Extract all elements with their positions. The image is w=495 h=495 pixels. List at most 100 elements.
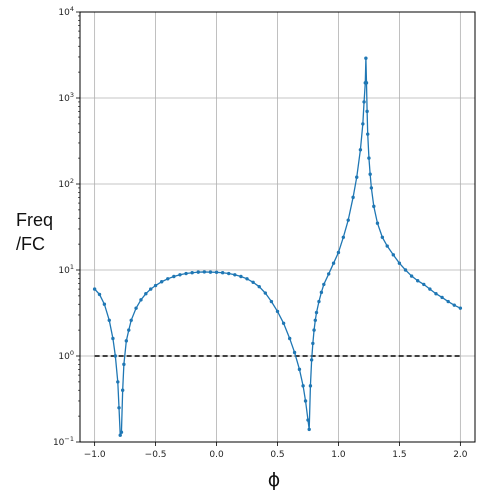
data-point [92, 287, 97, 291]
data-point [341, 235, 346, 240]
y-axis-label-line-2: /FC [16, 234, 45, 254]
data-point [380, 235, 385, 240]
y-tick-label: 103 [58, 91, 74, 104]
data-point [331, 261, 336, 265]
data-point [369, 186, 374, 190]
data-point [319, 290, 324, 295]
data-point [301, 384, 305, 388]
data-point [336, 250, 341, 255]
data-point [102, 302, 107, 306]
data-point [327, 272, 331, 276]
x-tick-label: 1.5 [392, 450, 406, 460]
data-point [208, 270, 213, 274]
y-tick-label-base: 10 [58, 8, 70, 18]
data-point [391, 253, 396, 257]
data-point [311, 341, 315, 346]
data-point [308, 384, 313, 388]
data-point [314, 310, 319, 315]
y-tick-label: 10−1 [53, 435, 74, 448]
data-point [269, 299, 274, 304]
data-point [227, 271, 231, 276]
data-point [317, 299, 321, 304]
data-point [416, 279, 420, 283]
x-tick-label: 0.0 [209, 450, 224, 460]
y-tick-label-base: 10 [58, 352, 70, 362]
data-point [97, 292, 102, 297]
data-point [303, 399, 308, 403]
data-point [251, 280, 255, 284]
series-group [92, 56, 463, 437]
data-point [127, 328, 131, 332]
data-point [355, 175, 359, 179]
data-point [362, 100, 366, 104]
data-point [312, 328, 316, 332]
data-point [366, 132, 370, 136]
data-point [116, 380, 120, 384]
data-point [422, 282, 426, 287]
y-tick-label-exponent: −1 [64, 435, 74, 443]
data-point [322, 282, 326, 287]
data-point [178, 273, 182, 277]
data-point [202, 270, 207, 274]
data-point [118, 433, 122, 437]
y-axis-label-line-1: Freq [16, 210, 53, 230]
y-tick-label: 102 [58, 177, 74, 190]
y-tick-label-base: 10 [53, 438, 65, 448]
ticks [76, 11, 461, 446]
data-point [351, 195, 355, 200]
data-point [364, 56, 368, 60]
data-point [196, 270, 200, 274]
data-point [440, 295, 444, 300]
data-point [397, 261, 402, 265]
data-point [144, 292, 148, 296]
data-point [346, 218, 350, 222]
data-point [409, 274, 414, 278]
data-point [367, 156, 371, 160]
data-point [452, 303, 456, 307]
data-point [111, 336, 115, 341]
data-point [129, 318, 133, 323]
data-point [375, 221, 380, 225]
y-tick-label-base: 10 [58, 180, 70, 190]
data-point [306, 418, 310, 422]
data-point [117, 406, 121, 410]
data-point [159, 280, 164, 284]
y-tick-label-base: 10 [58, 266, 70, 276]
data-point [263, 291, 268, 295]
data-point [184, 271, 188, 276]
x-tick-label: −0.5 [145, 450, 167, 460]
data-point [122, 362, 126, 367]
y-tick-label: 101 [58, 263, 74, 276]
data-point [364, 81, 369, 85]
y-tick-label-exponent: 4 [70, 5, 74, 13]
data-point [119, 430, 124, 434]
data-point [245, 277, 249, 281]
data-point [124, 339, 129, 343]
y-tick-label-exponent: 1 [70, 263, 74, 271]
data-point [365, 109, 369, 114]
y-tick-label: 100 [58, 349, 74, 362]
x-tick-label: 2.0 [453, 450, 468, 460]
data-point [120, 388, 125, 392]
data-point [190, 271, 194, 275]
x-tick-label: 0.5 [270, 450, 284, 460]
data-point [307, 427, 311, 432]
data-point [139, 298, 143, 302]
y-tick-label-exponent: 2 [70, 177, 74, 185]
data-point [257, 284, 261, 289]
y-tick-label-exponent: 0 [70, 349, 74, 357]
data-point [153, 283, 158, 288]
data-point [372, 204, 376, 209]
data-point [166, 277, 170, 281]
y-tick-label: 104 [58, 5, 74, 18]
data-point [172, 274, 176, 279]
data-point [107, 318, 111, 323]
data-point [446, 299, 450, 304]
data-point [220, 271, 225, 275]
data-point [233, 273, 237, 277]
y-tick-label-base: 10 [58, 94, 70, 104]
data-point [113, 354, 118, 358]
data-point [292, 350, 297, 355]
